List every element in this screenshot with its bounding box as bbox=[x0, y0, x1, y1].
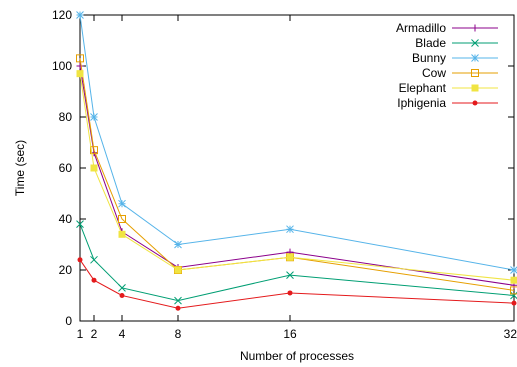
series-blade bbox=[76, 220, 517, 305]
x-axis-ticks: 1 2 4 8 16 32 bbox=[77, 15, 517, 341]
series-line-iphigenia bbox=[79, 259, 515, 309]
series-bunny bbox=[76, 11, 517, 274]
x-tick-label: 8 bbox=[175, 327, 182, 341]
x-tick-label: 2 bbox=[91, 327, 98, 341]
data-point-elephant bbox=[90, 164, 98, 172]
data-point-bunny bbox=[90, 113, 98, 121]
legend-label: Iphigenia bbox=[397, 96, 446, 110]
data-point-blade bbox=[76, 220, 84, 228]
x-tick-label: 1 bbox=[77, 327, 84, 341]
legend-item-elephant: Elephant bbox=[399, 81, 498, 95]
x-axis-label: Number of processes bbox=[240, 349, 354, 363]
y-tick-label: 40 bbox=[59, 212, 73, 226]
y-axis-ticks: 0 20 40 60 80 100 120 bbox=[52, 8, 514, 328]
legend-label: Blade bbox=[415, 36, 446, 50]
data-point-elephant bbox=[174, 266, 182, 274]
data-point-blade bbox=[90, 255, 98, 264]
data-point-blade bbox=[286, 271, 294, 279]
data-point-iphigenia bbox=[511, 300, 517, 306]
data-point-iphigenia bbox=[119, 293, 125, 298]
y-axis-label: Time (sec) bbox=[13, 140, 27, 196]
legend-label: Bunny bbox=[412, 51, 446, 65]
series-line-elephant bbox=[79, 73, 515, 281]
x-tick-label: 4 bbox=[119, 327, 126, 341]
data-point-cow bbox=[510, 286, 517, 295]
legend-item-armadillo: Armadillo bbox=[396, 21, 498, 35]
legend-marker-blade bbox=[471, 39, 479, 47]
data-point-cow bbox=[118, 215, 126, 223]
legend-marker-armadillo bbox=[471, 24, 479, 32]
y-tick-label: 80 bbox=[59, 110, 73, 124]
y-tick-label: 120 bbox=[52, 8, 72, 22]
series-elephant bbox=[76, 70, 517, 284]
data-point-bunny bbox=[76, 11, 84, 19]
legend-marker-elephant bbox=[471, 84, 479, 92]
plot-frame bbox=[79, 14, 515, 322]
data-point-blade bbox=[118, 283, 126, 292]
series-armadillo bbox=[76, 62, 517, 289]
data-point-blade bbox=[174, 296, 182, 305]
series-line-blade bbox=[79, 223, 515, 302]
data-point-bunny bbox=[286, 225, 294, 234]
x-tick-label: 16 bbox=[283, 327, 297, 341]
data-point-bunny bbox=[510, 266, 517, 274]
legend-item-bunny: Bunny bbox=[412, 51, 498, 65]
y-tick-label: 20 bbox=[59, 263, 73, 277]
data-point-elephant bbox=[76, 70, 84, 78]
series-line-armadillo bbox=[79, 65, 515, 286]
data-point-bunny bbox=[118, 199, 126, 208]
data-point-cow bbox=[90, 146, 98, 155]
data-point-elephant bbox=[286, 253, 294, 261]
data-point-armadillo bbox=[76, 62, 84, 70]
y-tick-label: 60 bbox=[59, 161, 73, 175]
series-line-cow bbox=[79, 58, 515, 291]
legend-label: Armadillo bbox=[396, 21, 446, 35]
data-point-blade bbox=[510, 291, 517, 300]
y-tick-label: 100 bbox=[52, 59, 72, 73]
series-iphigenia bbox=[77, 257, 517, 311]
data-point-iphigenia bbox=[175, 305, 181, 311]
legend-item-blade: Blade bbox=[415, 36, 498, 50]
legend-marker-iphigenia bbox=[472, 100, 478, 106]
data-point-elephant bbox=[118, 230, 126, 238]
x-tick-label: 32 bbox=[504, 327, 517, 341]
data-point-bunny bbox=[174, 240, 182, 249]
data-point-iphigenia bbox=[77, 257, 83, 263]
series-lines bbox=[76, 11, 517, 311]
data-point-elephant bbox=[510, 276, 517, 284]
legend-item-cow: Cow bbox=[422, 66, 498, 80]
y-tick-label: 0 bbox=[65, 314, 72, 328]
data-point-iphigenia bbox=[287, 290, 293, 296]
legend-marker-bunny bbox=[471, 54, 479, 62]
legend-marker-cow bbox=[471, 69, 479, 77]
data-point-cow bbox=[76, 54, 84, 63]
legend-label: Elephant bbox=[399, 81, 447, 95]
legend-label: Cow bbox=[422, 66, 446, 80]
series-line-bunny bbox=[79, 14, 515, 271]
data-point-iphigenia bbox=[91, 277, 97, 283]
legend-item-iphigenia: Iphigenia bbox=[397, 96, 498, 110]
